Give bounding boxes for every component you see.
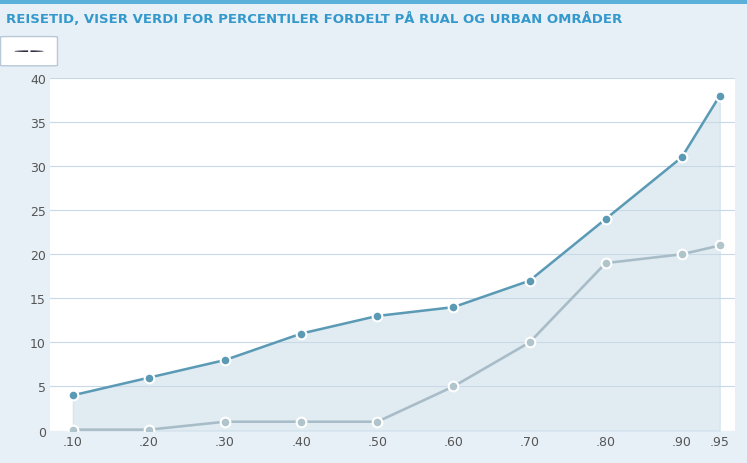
Circle shape xyxy=(14,51,44,53)
Text: REISETID, VISER VERDI FOR PERCENTILER FORDELT PÅ RUAL OG URBAN OMRÅDER: REISETID, VISER VERDI FOR PERCENTILER FO… xyxy=(6,12,622,26)
FancyBboxPatch shape xyxy=(1,38,58,67)
Text: i: i xyxy=(27,45,31,59)
